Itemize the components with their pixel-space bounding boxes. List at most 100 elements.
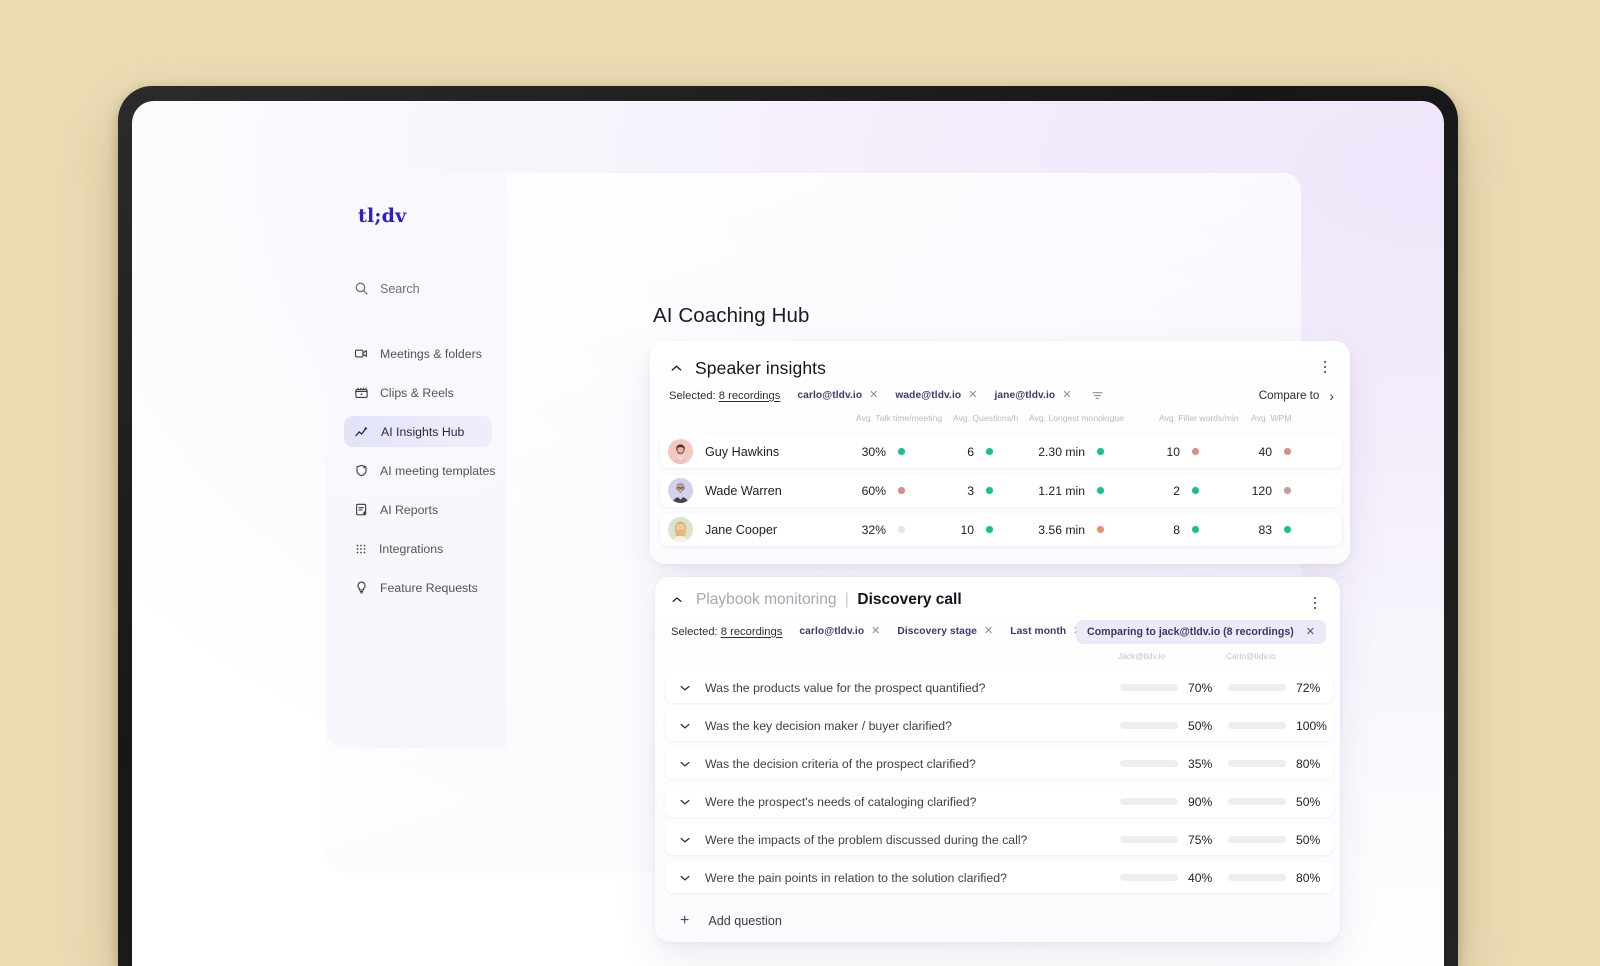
shield-sparkle-icon (354, 463, 369, 478)
chevron-up-icon[interactable] (671, 594, 684, 607)
kebab-menu-icon[interactable] (1307, 595, 1323, 611)
progress-bar (1120, 874, 1178, 881)
chip-remove-icon[interactable]: ✕ (871, 625, 881, 637)
status-dot (1097, 448, 1104, 455)
sidebar-item-clips-reels[interactable]: Clips & Reels (344, 377, 492, 408)
selected-value[interactable]: 8 recordings (720, 625, 783, 638)
sidebar-item-ai-reports[interactable]: AI Reports (344, 494, 492, 525)
chip-last-month[interactable]: Last month ✕ (1010, 626, 1082, 638)
metric-value: 50% (1188, 718, 1213, 733)
selected-value[interactable]: 8 recordings (718, 389, 781, 402)
question-text: Were the pain points in relation to the … (705, 870, 1007, 885)
avatar (668, 478, 693, 503)
comparing-close-icon[interactable]: ✕ (1305, 626, 1315, 638)
chip-discovery-stage[interactable]: Discovery stage ✕ (897, 625, 994, 638)
cell-value: 40 (1258, 444, 1272, 459)
chip-jane[interactable]: jane@tldv.io ✕ (994, 389, 1072, 402)
metric-value: 40% (1188, 870, 1213, 885)
progress-bar (1228, 836, 1286, 843)
list-item[interactable]: Was the products value for the prospect … (665, 672, 1333, 703)
metric-value: 80% (1296, 870, 1321, 885)
chip-remove-icon[interactable]: ✕ (984, 625, 994, 637)
list-item[interactable]: Were the impacts of the problem discusse… (665, 824, 1333, 855)
list-item[interactable]: Was the decision criteria of the prospec… (665, 748, 1333, 779)
report-plus-icon (354, 502, 369, 517)
plus-icon: + (680, 912, 690, 929)
metric-b: 72% (1228, 681, 1332, 695)
chevron-down-icon[interactable] (679, 720, 691, 732)
page-title: AI Coaching Hub (653, 304, 810, 327)
kebab-menu-icon[interactable] (1317, 359, 1333, 375)
compare-to-button[interactable]: Compare to › (1259, 388, 1334, 404)
cell-value: 1.21 min (1038, 483, 1085, 498)
chip-carlo[interactable]: carlo@tldv.io ✕ (797, 389, 879, 402)
sidebar-item-ai-insights-hub[interactable]: AI Insights Hub (344, 416, 492, 447)
speaker-insights-filter-row: Selected: 8 recordings carlo@tldv.io ✕ w… (669, 388, 1350, 404)
cell-value: 8 (1173, 522, 1180, 537)
metric-a: 50% (1120, 719, 1224, 733)
playbook-filter-row: Selected: 8 recordings carlo@tldv.io ✕ D… (671, 619, 1340, 644)
sidebar-item-label: Integrations (379, 541, 444, 556)
compare-to-label: Compare to (1258, 389, 1320, 402)
speaker-column-headers: Avg. Talk time/meeting Avg. Questions/h … (650, 413, 1350, 427)
chip-wade[interactable]: wade@tldv.io ✕ (895, 389, 978, 402)
chevron-down-icon[interactable] (679, 682, 691, 694)
chevron-down-icon[interactable] (679, 834, 691, 846)
metric-value: 50% (1296, 794, 1321, 809)
question-text: Was the decision criteria of the prospec… (705, 756, 976, 771)
status-dot (898, 448, 905, 455)
playbook-title-separator: | (844, 591, 849, 608)
table-row[interactable]: Wade Warren 60% 3 1.21 min 2 120 (660, 474, 1342, 507)
chevron-up-icon[interactable] (670, 362, 683, 375)
metric-b: 100% (1228, 719, 1332, 733)
metric-value: 70% (1188, 680, 1213, 695)
filter-icon[interactable] (1091, 389, 1104, 402)
chevron-down-icon[interactable] (679, 758, 691, 770)
app-logo[interactable]: tl;dv (358, 205, 407, 227)
cell-value: 30% (861, 444, 886, 459)
speaker-insights-card: Speaker insights Selected: 8 recordings … (650, 341, 1350, 564)
status-dot (898, 487, 905, 494)
chip-remove-icon[interactable]: ✕ (869, 389, 879, 401)
table-row[interactable]: Guy Hawkins 30% 6 2.30 min 10 40 (660, 435, 1342, 468)
search-input[interactable]: Search (354, 281, 506, 296)
cell-value: 6 (967, 444, 974, 459)
selected-recordings[interactable]: Selected: 8 recordings (671, 626, 782, 638)
selected-recordings[interactable]: Selected: 8 recordings (669, 390, 780, 402)
progress-bar (1120, 722, 1178, 729)
chip-remove-icon[interactable]: ✕ (1062, 389, 1072, 401)
sidebar-item-integrations[interactable]: Integrations (344, 533, 492, 564)
column-header: Avg. WPM (1251, 413, 1292, 423)
metric-column-header: Jack@tldv.io (1118, 651, 1165, 661)
sidebar-item-ai-meeting-templates[interactable]: AI meeting templates (344, 455, 496, 486)
progress-bar (1120, 684, 1178, 691)
table-row[interactable]: Jane Cooper 32% 10 3.56 min 8 83 (660, 513, 1342, 546)
add-question-button[interactable]: + Add question (665, 913, 782, 929)
list-item[interactable]: Were the pain points in relation to the … (665, 862, 1333, 893)
cell-value: 60% (861, 483, 886, 498)
chevron-down-icon[interactable] (679, 872, 691, 884)
speaker-name: Guy Hawkins (705, 444, 780, 459)
comparing-to-pill[interactable]: Comparing to jack@tldv.io (8 recordings)… (1076, 619, 1326, 644)
list-item[interactable]: Was the key decision maker / buyer clari… (665, 710, 1333, 741)
metric-b: 80% (1228, 757, 1332, 771)
metric-a: 70% (1120, 681, 1224, 695)
clapperboard-icon (354, 385, 369, 400)
speaker-name: Wade Warren (705, 483, 782, 498)
sidebar: tl;dv Search Meetings & folders (326, 173, 506, 748)
chevron-down-icon[interactable] (679, 796, 691, 808)
sidebar-item-feature-requests[interactable]: Feature Requests (344, 572, 492, 603)
list-item[interactable]: Were the prospect's needs of cataloging … (665, 786, 1333, 817)
status-dot (1192, 487, 1199, 494)
column-header: Avg. Questions/h (953, 413, 1019, 423)
cell-value: 10 (1166, 444, 1180, 459)
sidebar-item-meetings-folders[interactable]: Meetings & folders (344, 338, 492, 369)
status-dot (1192, 448, 1199, 455)
status-dot (1097, 526, 1104, 533)
progress-bar (1228, 722, 1286, 729)
chip-remove-icon[interactable]: ✕ (968, 389, 978, 401)
chip-carlo[interactable]: carlo@tldv.io ✕ (799, 625, 881, 638)
progress-bar (1120, 836, 1178, 843)
sidebar-item-label: AI meeting templates (380, 463, 496, 478)
progress-bar (1228, 684, 1286, 691)
